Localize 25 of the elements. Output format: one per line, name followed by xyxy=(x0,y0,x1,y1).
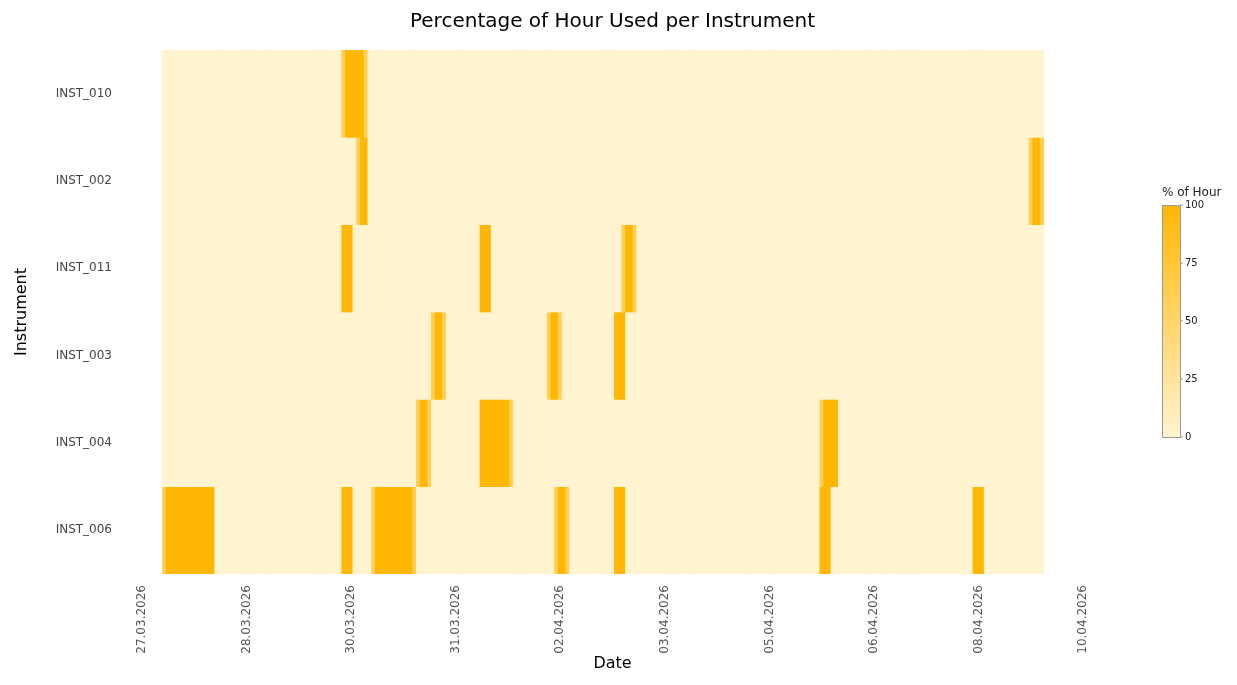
x-tick-label: 31.03.2026 xyxy=(447,585,462,654)
color-bar-label: 0 xyxy=(1185,430,1192,442)
color-bar-label: 25 xyxy=(1185,372,1198,384)
x-tick-label: 06.04.2026 xyxy=(866,585,881,654)
x-tick-label: 28.03.2026 xyxy=(238,585,253,654)
x-tick-label: 08.04.2026 xyxy=(970,585,985,654)
x-tick-label: 10.04.2026 xyxy=(1075,585,1090,654)
y-tick-label: INST_011 xyxy=(55,260,112,275)
color-bar-label: 75 xyxy=(1185,256,1198,268)
x-tick-label: 02.04.2026 xyxy=(552,585,567,654)
y-axis-title: Instrument xyxy=(10,267,30,357)
x-tick-label: 03.04.2026 xyxy=(656,585,671,654)
y-tick-label: INST_002 xyxy=(55,173,112,188)
color-bar-title: % of Hour xyxy=(1162,185,1222,200)
x-axis-title: Date xyxy=(593,652,632,672)
x-tick-label: 30.03.2026 xyxy=(343,585,358,654)
color-bar-label: 100 xyxy=(1185,198,1205,210)
y-tick-label: INST_004 xyxy=(55,435,112,450)
y-tick-label: INST_006 xyxy=(55,522,112,537)
y-tick-label: INST_003 xyxy=(55,347,112,362)
color-bar-label: 50 xyxy=(1185,314,1198,326)
chart-title: Percentage of Hour Used per Instrument xyxy=(409,8,816,33)
x-tick-label: 05.04.2026 xyxy=(761,585,776,654)
x-tick-label: 27.03.2026 xyxy=(133,585,148,654)
y-tick-label: INST_010 xyxy=(55,85,112,100)
